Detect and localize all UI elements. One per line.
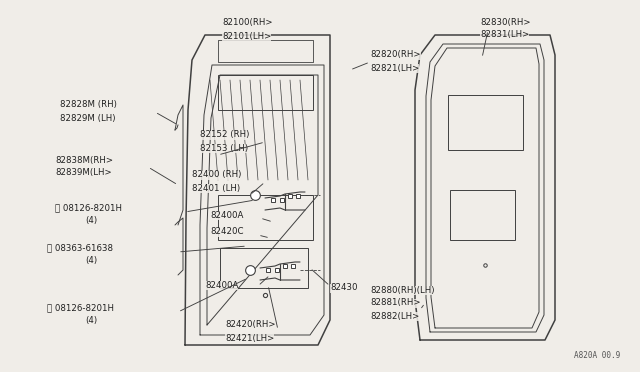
Text: 82421(LH>: 82421(LH> (225, 334, 275, 343)
Text: 82839M(LH>: 82839M(LH> (55, 169, 111, 177)
Text: 82153 (LH): 82153 (LH) (200, 144, 248, 153)
Text: 82838M(RH>: 82838M(RH> (55, 155, 113, 164)
Text: 82881(RH>: 82881(RH> (370, 298, 420, 308)
Text: (4): (4) (85, 317, 97, 326)
Text: 82400 (RH): 82400 (RH) (192, 170, 241, 180)
Text: 82400A: 82400A (210, 211, 243, 219)
Text: (4): (4) (85, 257, 97, 266)
Text: 82830(RH>: 82830(RH> (480, 17, 531, 26)
Text: 82828M (RH): 82828M (RH) (60, 100, 117, 109)
Text: 82430: 82430 (330, 283, 358, 292)
Text: 82400A: 82400A (205, 280, 238, 289)
Text: Ⓑ 08126-8201H: Ⓑ 08126-8201H (55, 203, 122, 212)
Text: 82401 (LH): 82401 (LH) (192, 183, 240, 192)
Bar (218, 75, 313, 110)
Text: 82420C: 82420C (210, 228, 243, 237)
Bar (450, 190, 515, 240)
Text: 82100(RH>: 82100(RH> (222, 19, 273, 28)
Text: 82882(LH>: 82882(LH> (370, 311, 419, 321)
Text: 82880(RH)(LH): 82880(RH)(LH) (370, 285, 435, 295)
Bar (218, 195, 313, 240)
Text: 82101(LH>: 82101(LH> (222, 32, 271, 41)
Text: (4): (4) (85, 217, 97, 225)
Text: Ⓑ 08126-8201H: Ⓑ 08126-8201H (47, 304, 114, 312)
Bar (220, 248, 308, 288)
Text: Ⓢ 08363-61638: Ⓢ 08363-61638 (47, 244, 113, 253)
Bar (448, 95, 523, 150)
Text: 82821(LH>: 82821(LH> (370, 64, 419, 73)
Text: 82820(RH>: 82820(RH> (370, 51, 420, 60)
Text: 82420(RH>: 82420(RH> (225, 321, 275, 330)
Text: 82829M (LH): 82829M (LH) (60, 113, 115, 122)
Text: 82831(LH>: 82831(LH> (480, 31, 529, 39)
Text: 82152 (RH): 82152 (RH) (200, 131, 250, 140)
Text: A820A 00.9: A820A 00.9 (573, 351, 620, 360)
